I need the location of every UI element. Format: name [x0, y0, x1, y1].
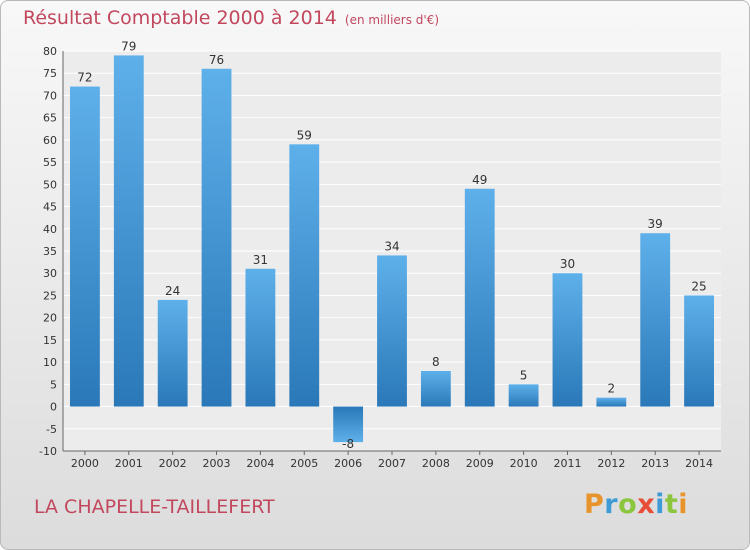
x-tick-label-2011: 2011 [553, 457, 581, 470]
x-tick-label-2001: 2001 [115, 457, 143, 470]
bar-2003 [201, 68, 232, 407]
x-tick-label-2009: 2009 [466, 457, 494, 470]
bar-2011 [552, 273, 583, 407]
value-label-2008: 8 [432, 355, 440, 369]
value-label-2007: 34 [384, 239, 399, 253]
y-tick-label: 0 [50, 401, 57, 414]
value-label-2002: 24 [165, 284, 180, 298]
y-tick-label: 65 [43, 112, 57, 125]
x-tick-label-2008: 2008 [422, 457, 450, 470]
x-tick-label-2002: 2002 [159, 457, 187, 470]
value-label-2012: 2 [608, 382, 616, 396]
bar-2004 [245, 268, 276, 407]
proxiti-logo: Proxiti [584, 489, 689, 520]
x-tick-label-2007: 2007 [378, 457, 406, 470]
y-tick-label: 75 [43, 67, 57, 80]
y-tick-label: 5 [50, 378, 57, 391]
y-tick-label: 60 [43, 134, 57, 147]
value-label-2009: 49 [472, 173, 487, 187]
y-tick-label: 15 [43, 334, 57, 347]
x-tick-label-2005: 2005 [290, 457, 318, 470]
location-name: LA CHAPELLE-TAILLEFERT [34, 496, 275, 518]
chart-unit: (en milliers d'€) [344, 13, 440, 27]
x-tick-label-2004: 2004 [246, 457, 274, 470]
bar-2008 [420, 371, 451, 407]
y-tick-label: 70 [43, 89, 57, 102]
x-tick-label-2003: 2003 [203, 457, 231, 470]
bar-2000 [70, 86, 100, 407]
value-label-2003: 76 [209, 53, 224, 67]
value-label-2013: 39 [648, 217, 663, 231]
bar-2006 [333, 406, 364, 443]
x-tick-label-2006: 2006 [334, 457, 362, 470]
value-label-2006: -8 [342, 437, 354, 451]
bar-2012 [596, 397, 627, 407]
chart-title-text: Résultat Comptable 2000 à 2014 [23, 7, 337, 29]
y-tick-label: 40 [43, 223, 57, 236]
bar-2002 [157, 299, 188, 407]
bar-2001 [113, 55, 144, 407]
y-tick-label: -5 [46, 423, 57, 436]
value-label-2011: 30 [560, 257, 575, 271]
x-tick-label-2000: 2000 [71, 457, 99, 470]
y-tick-label: 25 [43, 289, 57, 302]
y-tick-label: -10 [39, 445, 57, 458]
value-label-2001: 79 [121, 39, 136, 53]
bar-2009 [464, 188, 495, 407]
x-tick-label-2013: 2013 [641, 457, 669, 470]
value-label-2004: 31 [253, 253, 268, 267]
x-tick-label-2014: 2014 [685, 457, 713, 470]
x-tick-label-2010: 2010 [510, 457, 538, 470]
y-tick-label: 55 [43, 156, 57, 169]
chart-title: Résultat Comptable 2000 à 2014 (en millie… [23, 7, 439, 29]
x-tick-label-2012: 2012 [597, 457, 625, 470]
y-tick-label: 45 [43, 201, 57, 214]
y-tick-label: 10 [43, 356, 57, 369]
value-label-2010: 5 [520, 368, 528, 382]
y-tick-label: 50 [43, 178, 57, 191]
value-label-2005: 59 [297, 128, 312, 142]
value-label-2000: 72 [77, 71, 92, 85]
bar-2013 [640, 233, 671, 407]
bar-2007 [377, 255, 407, 407]
value-label-2014: 25 [691, 279, 706, 293]
bar-2014 [684, 295, 714, 407]
y-tick-label: 20 [43, 312, 57, 325]
y-tick-label: 35 [43, 245, 57, 258]
bar-2005 [289, 144, 320, 407]
y-tick-label: 80 [43, 45, 57, 58]
y-tick-label: 30 [43, 267, 57, 280]
bar-2010 [508, 384, 539, 407]
